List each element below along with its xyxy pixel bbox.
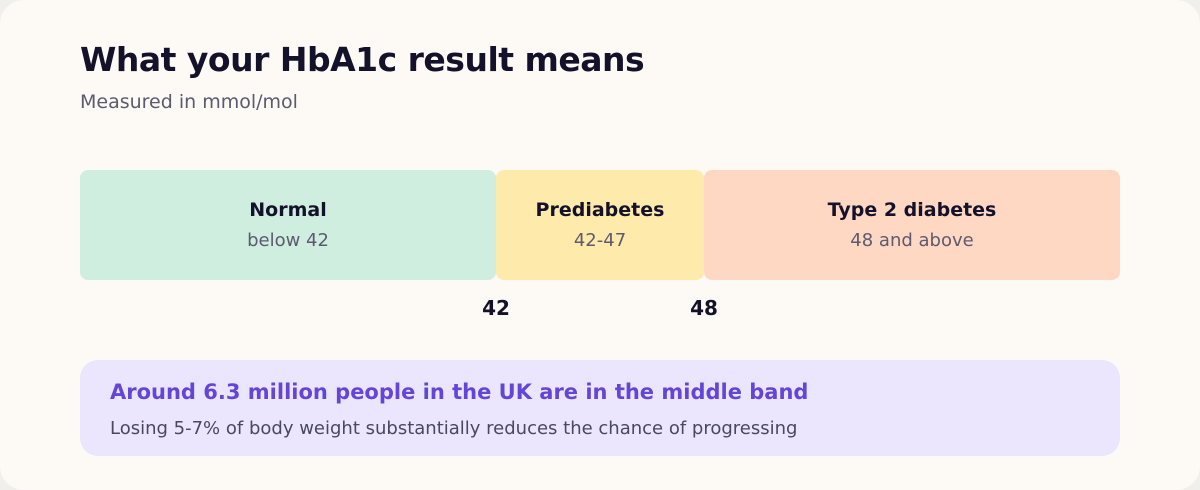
threshold-label-48: 48: [690, 296, 718, 320]
page-subtitle: Measured in mmol/mol: [80, 91, 298, 113]
callout-body: Losing 5-7% of body weight substantially…: [110, 418, 798, 439]
band-prediabetes-label: Prediabetes: [535, 199, 665, 221]
band-type2-diabetes-label: Type 2 diabetes: [827, 199, 997, 221]
band-normal-range: below 42: [247, 230, 329, 251]
threshold-label-42: 42: [482, 296, 510, 320]
callout-box: Around 6.3 million people in the UK are …: [80, 360, 1120, 456]
band-normal-label: Normal: [249, 199, 327, 221]
hba1c-band-scale: Normal below 42 Prediabetes 42-47 Type 2…: [80, 170, 1120, 280]
band-type2-diabetes-range: 48 and above: [850, 230, 974, 251]
page-title: What your HbA1c result means: [80, 40, 645, 79]
callout-headline: Around 6.3 million people in the UK are …: [110, 380, 809, 404]
band-prediabetes: Prediabetes 42-47: [496, 170, 704, 280]
band-prediabetes-range: 42-47: [573, 230, 627, 251]
band-normal: Normal below 42: [80, 170, 496, 280]
band-type2-diabetes: Type 2 diabetes 48 and above: [704, 170, 1120, 280]
